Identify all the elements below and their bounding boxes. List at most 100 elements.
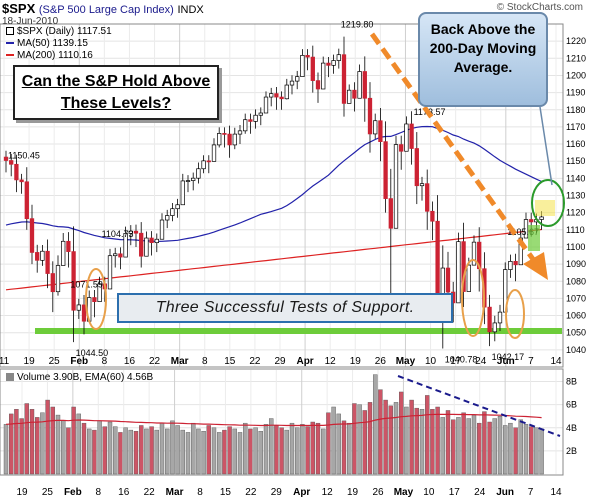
date-tick-label: 11 (0, 356, 10, 367)
candle-body (539, 216, 544, 220)
candle-body (258, 112, 263, 116)
volume-bar (154, 429, 160, 475)
candle-body (222, 133, 227, 135)
volume-date-label: Mar (166, 487, 184, 498)
candle-body (35, 252, 40, 261)
candle-body (367, 97, 373, 135)
volume-tick-label: 8B (566, 377, 577, 387)
volume-bar (159, 422, 165, 475)
candle-body (378, 120, 383, 142)
legend-price-label: $SPX (Daily) 1117.51 (17, 26, 112, 37)
volume-bars (3, 374, 544, 475)
price-label: 1040.78 (445, 355, 478, 365)
exchange: INDX (177, 4, 204, 16)
volume-date-label: 25 (42, 487, 54, 498)
volume-bar (263, 424, 269, 475)
candle-body (118, 253, 123, 258)
date-tick-label: 22 (249, 356, 261, 367)
volume-bar (404, 406, 409, 475)
price-tick-label: 1190 (566, 88, 585, 98)
date-tick-label: 25 (49, 356, 61, 367)
volume-bar (248, 428, 253, 475)
volume-bar (175, 425, 180, 475)
volume-bar (40, 412, 45, 475)
volume-tick-label: 4B (566, 423, 577, 433)
candle-body (279, 96, 284, 100)
volume-tick-label: 2B (566, 446, 577, 456)
candle-body (133, 230, 139, 234)
volume-bar (76, 413, 82, 475)
price-tick-label: 1070 (566, 293, 586, 303)
volume-bar (269, 418, 274, 475)
candle-body (71, 251, 76, 311)
candle-icon (6, 27, 14, 35)
price-tick-label: 1170 (566, 122, 585, 132)
candle-body (419, 183, 425, 187)
highlight-ovals (85, 179, 565, 339)
volume-bar (279, 427, 284, 475)
volume-bar (118, 432, 123, 475)
volume-bar (487, 421, 492, 475)
volume-bar (206, 425, 212, 475)
chart-title: $SPX (S&P 500 Large Cap Index) INDX (2, 1, 204, 16)
volume-bar (242, 422, 248, 475)
candle-body (508, 261, 513, 270)
date-tick-label: Mar (171, 356, 189, 367)
volume-bar (3, 424, 9, 475)
ma-cross-oval (531, 179, 565, 227)
moving-average-callout: Back Above the 200-Day Moving Average. (418, 12, 548, 107)
candle-body (373, 120, 378, 135)
candle-body (269, 93, 274, 98)
volume-bar (289, 422, 295, 475)
candle-body (50, 273, 55, 293)
volume-bar (373, 374, 378, 475)
volume-bar (107, 421, 113, 475)
volume-bar (425, 395, 430, 475)
volume-bar (19, 418, 24, 475)
candle-body (487, 306, 492, 333)
volume-bar (451, 419, 456, 475)
date-tick-label: 14 (550, 356, 562, 367)
volume-bar (102, 426, 108, 475)
candle-body (149, 237, 154, 244)
candle-body (29, 218, 35, 253)
candle-body (414, 148, 419, 187)
volume-bar (274, 425, 279, 475)
ma50-line (5, 125, 542, 243)
candle-body (19, 179, 24, 183)
volume-date-label: 15 (220, 487, 232, 498)
candle-body (243, 119, 248, 132)
ma50-path (5, 125, 542, 243)
volume-bar (367, 402, 373, 475)
volume-bar (419, 409, 425, 475)
price-tick-label: 1060 (566, 311, 586, 321)
volume-bar (61, 420, 66, 475)
volume-bar (201, 431, 206, 475)
candle-body (305, 55, 310, 58)
candle-body (289, 80, 295, 86)
candle-body (425, 183, 430, 212)
candle-body (159, 219, 165, 240)
volume-bar (144, 428, 149, 475)
date-tick-label: 19 (350, 356, 362, 367)
candle-body (61, 240, 66, 266)
candle-body (492, 322, 497, 333)
candle-body (191, 177, 196, 181)
legend-volume-label: Volume 3.90B, EMA(60) 4.56B (17, 372, 154, 383)
volume-date-label: 22 (144, 487, 156, 498)
price-label: 1219.80 (341, 19, 374, 29)
volume-bar (503, 425, 508, 475)
volume-date-label: Apr (293, 487, 310, 498)
ma200-path (5, 228, 542, 291)
date-tick-label: Jun (497, 356, 515, 367)
price-tick-label: 1210 (566, 53, 586, 63)
candle-body (430, 210, 435, 222)
volume-bar (237, 432, 243, 475)
candle-body (232, 133, 237, 146)
volume-bar (29, 409, 35, 475)
date-tick-label: 26 (375, 356, 387, 367)
volume-bar (456, 417, 461, 475)
candle-body (321, 62, 326, 90)
downtrend-arrow (369, 32, 548, 280)
candle-body (211, 144, 217, 162)
